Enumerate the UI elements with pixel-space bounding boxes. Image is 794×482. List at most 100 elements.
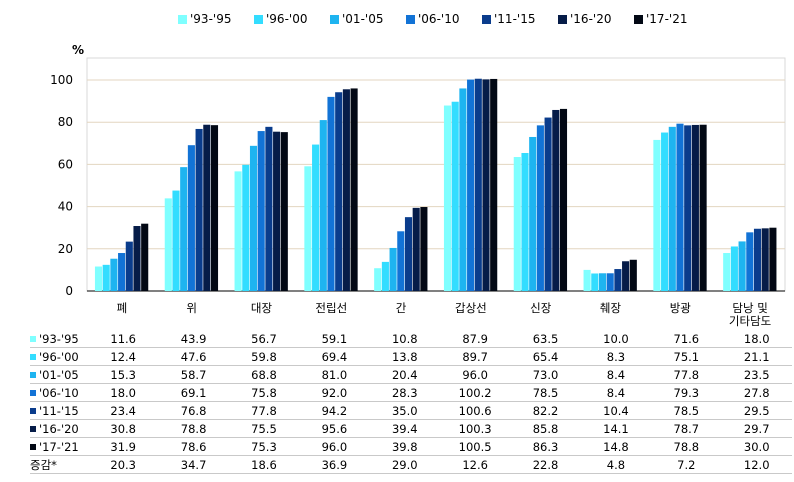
bar bbox=[684, 125, 692, 292]
table-cell: 11.6 bbox=[88, 330, 159, 348]
bar bbox=[110, 258, 118, 291]
table-cell: 56.7 bbox=[228, 330, 300, 348]
table-cell: 20.4 bbox=[369, 365, 440, 384]
bar bbox=[536, 125, 544, 292]
legend-label: '06-'10 bbox=[418, 12, 460, 26]
x-tick-label: 신장 bbox=[530, 301, 552, 315]
bar bbox=[304, 166, 312, 291]
table-cell: 18.0 bbox=[721, 330, 792, 348]
bar bbox=[552, 109, 560, 291]
table-cell: 20.3 bbox=[88, 455, 159, 474]
table-cell: 94.2 bbox=[299, 401, 370, 420]
table-cell: 69.4 bbox=[299, 347, 370, 366]
table-cell: 30.8 bbox=[88, 419, 159, 438]
x-tick-label: 담낭 및 bbox=[732, 301, 767, 315]
legend-swatch bbox=[482, 14, 491, 24]
table-cell: 75.8 bbox=[228, 383, 300, 402]
bar bbox=[164, 198, 172, 291]
table-cell: 12.0 bbox=[721, 455, 792, 474]
bar bbox=[459, 88, 467, 291]
row-swatch bbox=[30, 426, 36, 432]
bar bbox=[242, 164, 250, 291]
table-cell: 71.6 bbox=[651, 330, 722, 348]
table-cell: 28.3 bbox=[369, 383, 440, 402]
bar bbox=[118, 253, 126, 291]
x-tick-label: 대장 bbox=[251, 301, 273, 315]
bar bbox=[769, 227, 777, 291]
legend-item: '96-'00 bbox=[254, 12, 330, 26]
legend-label: '16-'20 bbox=[570, 12, 612, 26]
table-cell: 35.0 bbox=[369, 401, 440, 420]
table-cell: 76.8 bbox=[158, 401, 229, 420]
legend-label: '96-'00 bbox=[266, 12, 308, 26]
legend-item: '17-'21 bbox=[634, 12, 710, 26]
bar bbox=[180, 167, 188, 291]
legend-label: '17-'21 bbox=[646, 12, 688, 26]
row-swatch bbox=[30, 390, 36, 396]
table-cell: 100.2 bbox=[439, 383, 511, 402]
table-cell: 78.8 bbox=[158, 419, 229, 438]
x-tick-label: 간 bbox=[396, 301, 407, 315]
table-row: '01-'05 15.3 58.7 68.8 81.0 20.4 96.0 73.0 8.4 77… bbox=[30, 365, 792, 384]
legend-swatch bbox=[330, 14, 339, 24]
table-cell: 23.5 bbox=[721, 365, 792, 384]
x-tick-label: 췌장 bbox=[600, 301, 622, 315]
table-cell: 78.5 bbox=[651, 401, 722, 420]
bar bbox=[210, 125, 219, 292]
bar bbox=[133, 226, 141, 291]
table-cell: 18.6 bbox=[228, 455, 300, 474]
legend-label: '11-'15 bbox=[494, 12, 536, 26]
row-swatch bbox=[30, 408, 36, 414]
x-tick-label: 방광 bbox=[670, 301, 692, 315]
bar bbox=[234, 171, 242, 291]
bar bbox=[374, 268, 382, 291]
table-row: '93-'95 11.6 43.9 56.7 59.1 10.8 87.9 63.5 10.0 7… bbox=[30, 330, 792, 348]
table-cell: 8.3 bbox=[580, 347, 652, 366]
table-cell: 29.5 bbox=[721, 401, 792, 420]
table-cell: 78.6 bbox=[158, 437, 229, 456]
table-cell: 79.3 bbox=[651, 383, 722, 402]
row-swatch bbox=[30, 354, 36, 360]
table-cell: 63.5 bbox=[510, 330, 581, 348]
legend: '93-'95 '96-'00 '01-'05 '06-'10 '11-'15 '16-'… bbox=[178, 12, 710, 26]
table-row: '16-'20 30.8 78.8 75.5 95.6 39.4 100.3 85.8 14.1… bbox=[30, 419, 792, 438]
bar bbox=[474, 78, 482, 291]
table-cell: 65.4 bbox=[510, 347, 581, 366]
row-label: '96-'00 bbox=[30, 347, 88, 366]
row-label: '17-'21 bbox=[30, 437, 88, 456]
table-row: '17-'21 31.9 78.6 75.3 96.0 39.8 100.5 86.3 14.8… bbox=[30, 437, 792, 456]
table-cell: 30.0 bbox=[721, 437, 792, 456]
y-axis-unit: % bbox=[72, 43, 85, 57]
table-cell: 15.3 bbox=[88, 365, 159, 384]
legend-item: '93-'95 bbox=[178, 12, 254, 26]
table-cell: 36.9 bbox=[299, 455, 370, 474]
bar bbox=[312, 144, 320, 291]
bar bbox=[141, 223, 149, 291]
table-cell: 78.5 bbox=[510, 383, 581, 402]
legend-label: '93-'95 bbox=[190, 12, 232, 26]
bar bbox=[467, 79, 475, 291]
bar bbox=[622, 261, 630, 291]
bar bbox=[746, 232, 754, 291]
table-cell: 12.6 bbox=[439, 455, 511, 474]
y-tick-label: 0 bbox=[65, 284, 73, 298]
bar bbox=[397, 231, 405, 291]
table-cell: 47.6 bbox=[158, 347, 229, 366]
x-tick-label: 기타담도 bbox=[729, 314, 771, 328]
bar bbox=[676, 123, 684, 291]
table-cell: 14.1 bbox=[580, 419, 652, 438]
table-cell: 4.8 bbox=[580, 455, 652, 474]
bar bbox=[606, 273, 614, 291]
table-cell: 96.0 bbox=[439, 365, 511, 384]
bar bbox=[443, 105, 452, 291]
bar bbox=[529, 136, 537, 291]
table-cell: 95.6 bbox=[299, 419, 370, 438]
table-cell: 77.8 bbox=[228, 401, 300, 420]
bar bbox=[738, 241, 746, 291]
table-cell: 8.4 bbox=[580, 383, 652, 402]
row-label: 증감* bbox=[30, 455, 88, 474]
x-tick-label: 위 bbox=[186, 301, 197, 315]
bar bbox=[699, 124, 707, 292]
bar bbox=[389, 247, 397, 291]
legend-item: '01-'05 bbox=[330, 12, 406, 26]
